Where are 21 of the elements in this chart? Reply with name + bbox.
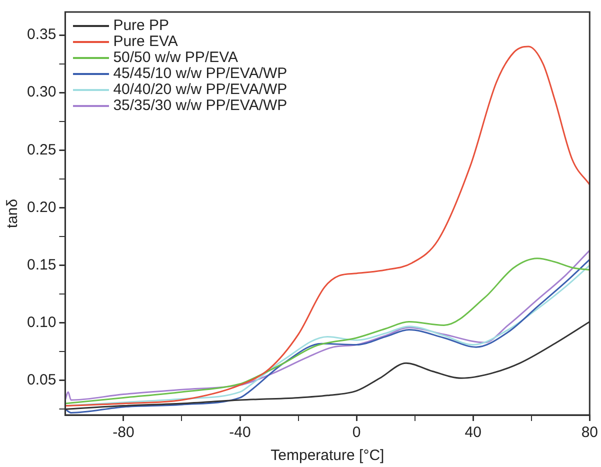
line-series [65,46,590,407]
y-tick-label: 0.35 [26,26,56,44]
legend-label: Pure PP [113,17,170,34]
legend-label: 35/35/30 w/w PP/EVA/WP [113,97,288,114]
x-tick-label: -80 [112,424,134,442]
x-tick-label: -40 [229,424,251,442]
legend-label: 45/45/10 w/w PP/EVA/WP [113,65,288,82]
y-axis-title: tanδ [4,198,22,228]
legend-label: 40/40/20 w/w PP/EVA/WP [113,81,288,98]
x-tick-label: 40 [464,424,482,442]
y-tick-label: 0.25 [26,141,56,158]
y-tick-label: 0.15 [26,256,56,274]
x-tick-label: 0 [352,424,361,442]
legend-label: 50/50 w/w PP/EVA [113,49,238,66]
y-tick-label: 0.30 [26,84,56,101]
x-axis-title: Temperature [°C] [270,447,384,464]
x-tick-label: 80 [581,424,598,442]
y-tick-label: 0.20 [26,198,56,216]
y-tick-label: 0.10 [26,314,56,332]
legend-label: Pure EVA [113,33,178,50]
y-tick-label: 0.05 [26,372,56,389]
